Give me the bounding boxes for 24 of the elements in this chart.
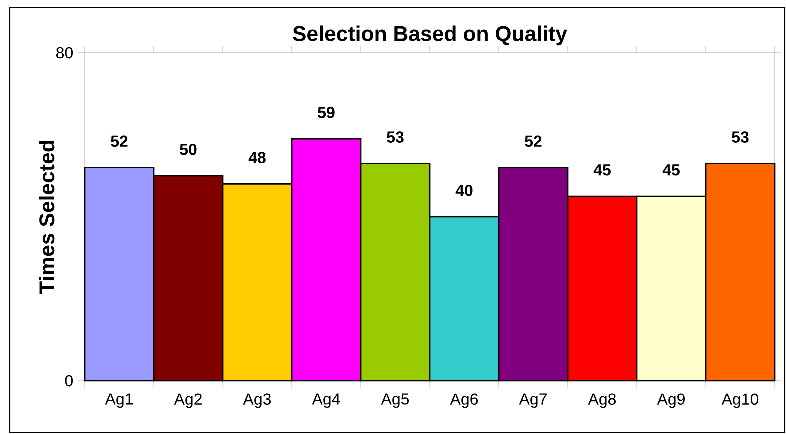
x-tick-label: Ag9 [657,394,685,408]
x-tick-label: Ag4 [312,394,340,408]
data-label: 53 [732,132,749,143]
x-tick-label: Ag6 [450,394,478,408]
data-label: 52 [525,136,542,148]
y-tick-label: 80 [56,47,74,59]
data-label: 53 [387,132,404,143]
x-tick-label: Ag10 [722,394,759,408]
x-tick-label: Ag1 [105,394,133,408]
data-label: 40 [456,184,473,196]
x-tick-label: Ag8 [588,394,616,408]
y-axis-title: Times Selected [39,140,55,294]
data-label: 45 [662,164,680,176]
y-tick-label: 0 [65,375,74,387]
data-label: 48 [248,152,266,164]
data-label: 59 [318,107,335,118]
data-label: 45 [594,164,611,176]
x-tick-label: Ag5 [381,394,410,408]
x-tick-label: Ag2 [174,394,202,408]
chart-title: Selection Based on Quality [293,26,568,46]
data-label: 50 [180,144,197,156]
data-label: 52 [111,136,128,148]
x-tick-label: Ag3 [243,394,272,408]
x-tick-label: Ag7 [519,394,547,408]
